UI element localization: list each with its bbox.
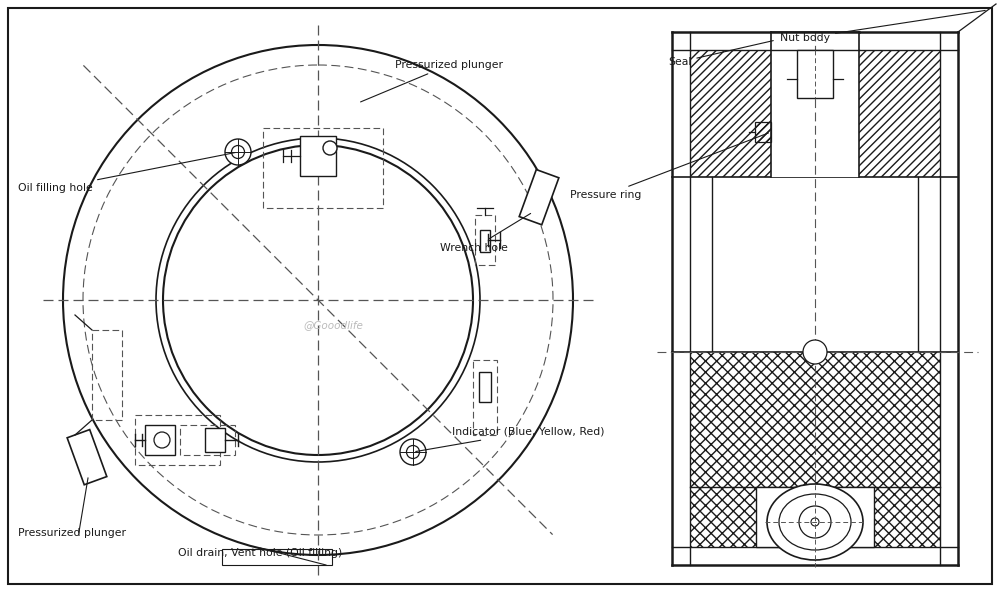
Circle shape bbox=[400, 439, 426, 465]
Circle shape bbox=[323, 141, 337, 155]
Text: Nut body: Nut body bbox=[780, 11, 985, 43]
Bar bbox=[480, 230, 490, 252]
Circle shape bbox=[799, 506, 831, 538]
Bar bbox=[180, 425, 235, 455]
Text: Oil filling hole: Oil filling hole bbox=[18, 153, 235, 193]
Bar bbox=[771, 32, 859, 177]
Bar bbox=[222, 549, 332, 565]
Bar bbox=[479, 372, 491, 402]
Circle shape bbox=[406, 446, 420, 458]
Circle shape bbox=[232, 146, 244, 159]
Text: Pressurized plunger: Pressurized plunger bbox=[18, 528, 126, 538]
Bar bbox=[755, 122, 771, 142]
Bar bbox=[473, 360, 497, 435]
Circle shape bbox=[163, 145, 473, 455]
Bar bbox=[797, 50, 833, 98]
Circle shape bbox=[225, 139, 251, 165]
Bar bbox=[690, 352, 940, 547]
Text: Pressure ring: Pressure ring bbox=[570, 133, 768, 200]
Text: Oil drain, Vent hole (Oil filling): Oil drain, Vent hole (Oil filling) bbox=[178, 548, 342, 558]
Circle shape bbox=[156, 138, 480, 462]
Circle shape bbox=[803, 340, 827, 364]
Text: Indicator (Blue, Yellow, Red): Indicator (Blue, Yellow, Red) bbox=[416, 427, 604, 452]
Bar bbox=[756, 487, 874, 547]
Bar bbox=[205, 428, 225, 452]
Bar bbox=[519, 169, 559, 225]
Bar bbox=[263, 128, 383, 208]
Bar bbox=[475, 215, 495, 265]
Bar bbox=[300, 136, 336, 176]
Circle shape bbox=[154, 432, 170, 448]
Ellipse shape bbox=[779, 494, 851, 550]
Bar bbox=[145, 425, 175, 455]
Text: Pressurized plunger: Pressurized plunger bbox=[361, 60, 503, 102]
Bar bbox=[690, 50, 940, 177]
Bar bbox=[690, 352, 940, 547]
Text: @Gooodlife: @Gooodlife bbox=[303, 320, 363, 330]
Ellipse shape bbox=[767, 484, 863, 560]
Bar bbox=[135, 415, 220, 465]
Circle shape bbox=[811, 518, 819, 526]
Text: Wrench hole: Wrench hole bbox=[440, 214, 531, 253]
Bar bbox=[92, 330, 122, 420]
Circle shape bbox=[63, 45, 573, 555]
Text: Seal: Seal bbox=[668, 41, 773, 67]
Bar bbox=[67, 430, 107, 485]
